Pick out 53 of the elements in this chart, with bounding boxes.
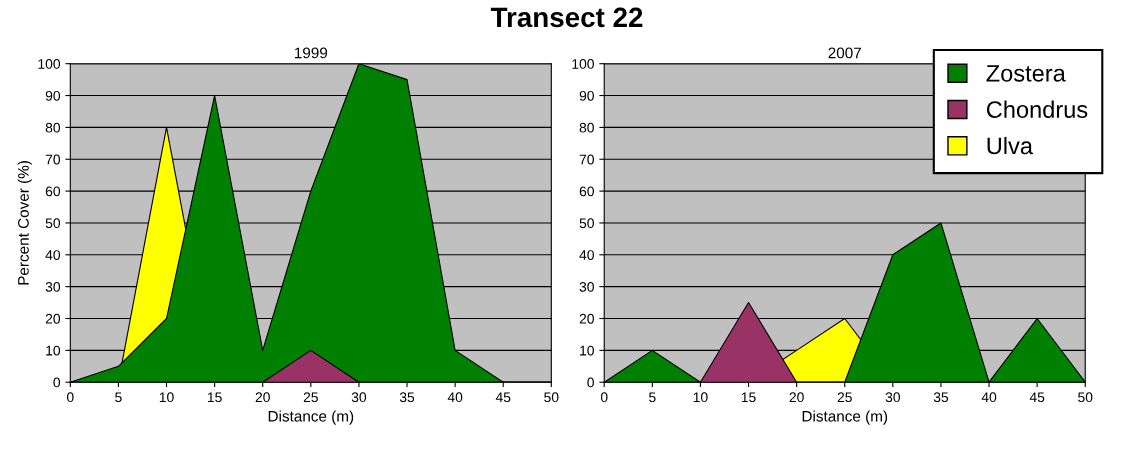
y-tick-label: 60	[45, 186, 61, 197]
x-tick-label: 5	[115, 392, 122, 403]
x-tick-label: 45	[1029, 392, 1045, 403]
x-tick-label: 0	[66, 392, 74, 403]
x-tick-label: 20	[255, 392, 270, 403]
y-tick-label: 60	[579, 186, 594, 197]
text: Transect 22	[490, 7, 643, 28]
legend-label: Zostera	[986, 65, 1066, 82]
x-tick-label: 35	[933, 392, 949, 403]
y-tick-label: 50	[579, 218, 594, 229]
y-tick-label: 30	[45, 281, 61, 292]
x-tick-label: 15	[207, 392, 222, 403]
x-tick-label: 20	[789, 392, 804, 403]
x-tick-label: 30	[351, 392, 367, 403]
x-tick-label: 40	[981, 392, 997, 403]
x-tick-label: 10	[159, 392, 174, 403]
y-axis-title: Percent Cover (%)	[17, 161, 32, 285]
y-tick-label: 70	[45, 154, 61, 165]
x-tick-label: 45	[495, 392, 511, 403]
x-tick-label: 50	[544, 392, 559, 403]
y-tick-label: 40	[579, 250, 594, 260]
x-tick-label: 0	[600, 392, 608, 403]
x-tick-label: 15	[741, 392, 756, 403]
y-tick-label: 10	[580, 345, 594, 356]
y-tick-label: 0	[53, 377, 61, 388]
x-tick-label: 5	[649, 392, 656, 403]
x-axis-title: Distance (m)	[802, 410, 888, 425]
y-tick-label: 20	[45, 313, 61, 324]
y-tick-label: 10	[46, 345, 61, 356]
y-tick-label: 50	[45, 218, 61, 229]
chart-title: 2007	[828, 47, 861, 59]
legend-label: Chondrus	[986, 100, 1088, 118]
y-tick-label: 100	[38, 59, 61, 69]
y-tick-label: 20	[579, 313, 594, 324]
y-tick-label: 80	[45, 122, 61, 133]
y-tick-label: 0	[587, 377, 594, 388]
y-tick-label: 40	[45, 250, 61, 260]
y-tick-label: 90	[579, 90, 594, 101]
x-tick-label: 40	[447, 392, 463, 403]
y-tick-label: 90	[45, 90, 61, 101]
y-tick-label: 80	[579, 122, 594, 133]
x-axis-title: Distance (m)	[268, 410, 354, 425]
x-tick-label: 25	[837, 392, 852, 403]
y-tick-label: 30	[579, 281, 594, 292]
x-tick-label: 30	[885, 392, 901, 403]
x-tick-label: 50	[1078, 392, 1093, 403]
x-tick-label: 35	[399, 392, 415, 403]
chart-title: 1999	[294, 47, 328, 59]
y-tick-label: 100	[572, 59, 594, 69]
legend-label: Ulva	[987, 136, 1033, 155]
y-tick-label: 70	[579, 154, 594, 165]
x-tick-label: 10	[693, 392, 708, 403]
x-tick-label: 25	[303, 392, 318, 403]
